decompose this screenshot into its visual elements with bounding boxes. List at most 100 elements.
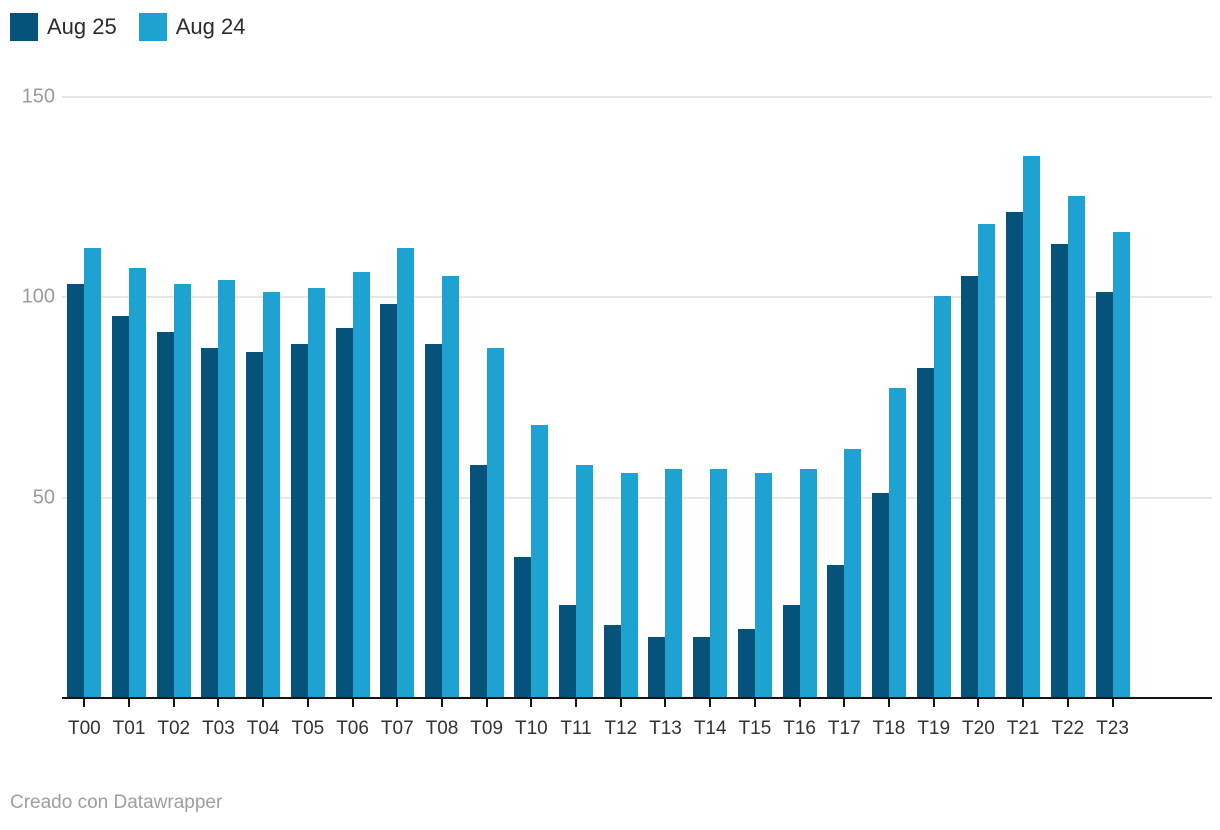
x-label-t02: T02 (157, 718, 191, 739)
bar-aug25-t11[interactable] (559, 605, 577, 697)
bar-aug24-t19[interactable] (933, 296, 951, 697)
legend-item-aug25: Aug 25 (10, 13, 117, 41)
bar-group-t13 (643, 0, 688, 697)
bar-aug25-t10[interactable] (514, 557, 532, 697)
x-tick-t03 (217, 699, 220, 707)
x-tick-t09 (485, 699, 488, 707)
bar-aug25-t09[interactable] (469, 465, 487, 697)
bar-aug25-t01[interactable] (112, 316, 130, 697)
bar-aug24-t00[interactable] (84, 248, 102, 697)
bar-aug24-t16[interactable] (799, 469, 817, 697)
bar-aug24-t09[interactable] (486, 348, 504, 697)
legend-swatch-aug24-icon (138, 13, 167, 41)
bar-aug24-t08[interactable] (441, 276, 459, 697)
bar-aug24-t17[interactable] (844, 449, 862, 697)
bar-aug24-t21[interactable] (1023, 156, 1041, 697)
x-axis-cell-t10: T10 (509, 699, 554, 740)
x-axis-cell-t19: T19 (911, 699, 956, 740)
bar-aug24-t04[interactable] (263, 292, 281, 697)
bar-aug24-t05[interactable] (307, 288, 325, 697)
bar-aug24-t02[interactable] (173, 284, 191, 697)
bar-aug25-t14[interactable] (693, 637, 711, 697)
x-label-t20: T20 (962, 718, 995, 739)
bar-aug25-t03[interactable] (201, 348, 219, 697)
x-tick-t22 (1066, 699, 1069, 707)
bar-group-t08 (420, 0, 465, 697)
bar-group-t03 (196, 0, 241, 697)
x-axis-cell-t20: T20 (956, 699, 1001, 740)
bar-aug25-t07[interactable] (380, 304, 398, 697)
bar-group-t05 (286, 0, 331, 697)
x-tick-t19 (932, 699, 935, 707)
x-axis-cell-t05: T05 (286, 699, 331, 740)
bar-aug24-t03[interactable] (218, 280, 236, 697)
x-axis-cell-t18: T18 (867, 699, 912, 740)
bar-aug25-t12[interactable] (603, 625, 621, 697)
bar-aug24-t22[interactable] (1067, 196, 1085, 697)
bar-aug25-t15[interactable] (737, 629, 755, 697)
bar-aug25-t05[interactable] (290, 344, 308, 697)
x-axis-cell-t14: T14 (688, 699, 733, 740)
bar-aug25-t20[interactable] (961, 276, 979, 697)
x-label-t05: T05 (291, 718, 325, 739)
bar-aug25-t19[interactable] (916, 368, 934, 697)
bar-group-t23 (1090, 0, 1135, 697)
bar-aug25-t21[interactable] (1006, 212, 1024, 697)
bar-aug25-t23[interactable] (1095, 292, 1113, 697)
x-label-t17: T17 (827, 718, 861, 739)
gridline-100 (62, 296, 1212, 299)
bar-aug25-t02[interactable] (156, 332, 174, 697)
bar-aug24-t18[interactable] (889, 388, 906, 697)
chart-plot-area: 50 100 150 (21, 0, 1212, 699)
y-tick-label-150: 150 (21, 85, 55, 108)
bar-aug24-t07[interactable] (397, 248, 415, 697)
x-tick-t07 (396, 699, 399, 707)
bar-aug25-t22[interactable] (1050, 244, 1068, 697)
bar-aug25-t06[interactable] (335, 328, 353, 697)
x-axis-cell-t06: T06 (330, 699, 375, 740)
x-label-t03: T03 (202, 718, 235, 739)
bar-aug24-t23[interactable] (1112, 232, 1130, 697)
x-tick-t05 (306, 699, 309, 707)
bar-aug24-t14[interactable] (710, 469, 728, 697)
bar-aug25-t17[interactable] (827, 565, 845, 697)
bar-aug25-t04[interactable] (246, 352, 264, 697)
x-tick-t15 (753, 699, 756, 707)
bar-aug24-t06[interactable] (352, 272, 370, 697)
bar-group-t21 (1001, 0, 1046, 697)
bar-aug24-t01[interactable] (129, 268, 147, 697)
bar-aug24-t15[interactable] (754, 473, 772, 697)
x-axis-cell-t17: T17 (822, 699, 867, 740)
legend-item-aug24: Aug 24 (138, 13, 245, 41)
x-tick-t16 (798, 699, 801, 707)
x-label-t19: T19 (917, 718, 951, 739)
bar-aug24-t13[interactable] (665, 469, 683, 697)
x-tick-t04 (262, 699, 265, 707)
bar-group-t02 (151, 0, 196, 697)
bar-group-t10 (509, 0, 554, 697)
bar-aug25-t18[interactable] (872, 493, 889, 697)
bar-aug24-t11[interactable] (576, 465, 594, 697)
bar-aug24-t10[interactable] (531, 425, 549, 697)
bar-aug24-t12[interactable] (620, 473, 638, 697)
x-axis-cell-t02: T02 (151, 699, 196, 740)
x-tick-t12 (619, 699, 622, 707)
x-tick-t01 (128, 699, 131, 707)
bar-aug25-t08[interactable] (424, 344, 442, 697)
bar-group-t06 (330, 0, 375, 697)
bar-aug25-t00[interactable] (67, 284, 85, 697)
x-axis-baseline (62, 697, 1212, 699)
x-tick-t06 (351, 699, 354, 707)
attribution-text: Creado con Datawrapper (10, 792, 223, 813)
bar-aug24-t20[interactable] (978, 224, 996, 697)
x-tick-t17 (843, 699, 846, 707)
bar-aug25-t16[interactable] (782, 605, 800, 697)
x-label-t08: T08 (425, 718, 459, 739)
bar-series-container (62, 0, 1135, 697)
x-label-t06: T06 (336, 718, 369, 739)
x-label-t18: T18 (872, 718, 906, 739)
x-label-t07: T07 (380, 718, 414, 739)
x-tick-t23 (1111, 699, 1114, 707)
bar-aug25-t13[interactable] (648, 637, 666, 697)
bar-group-t12 (598, 0, 643, 697)
